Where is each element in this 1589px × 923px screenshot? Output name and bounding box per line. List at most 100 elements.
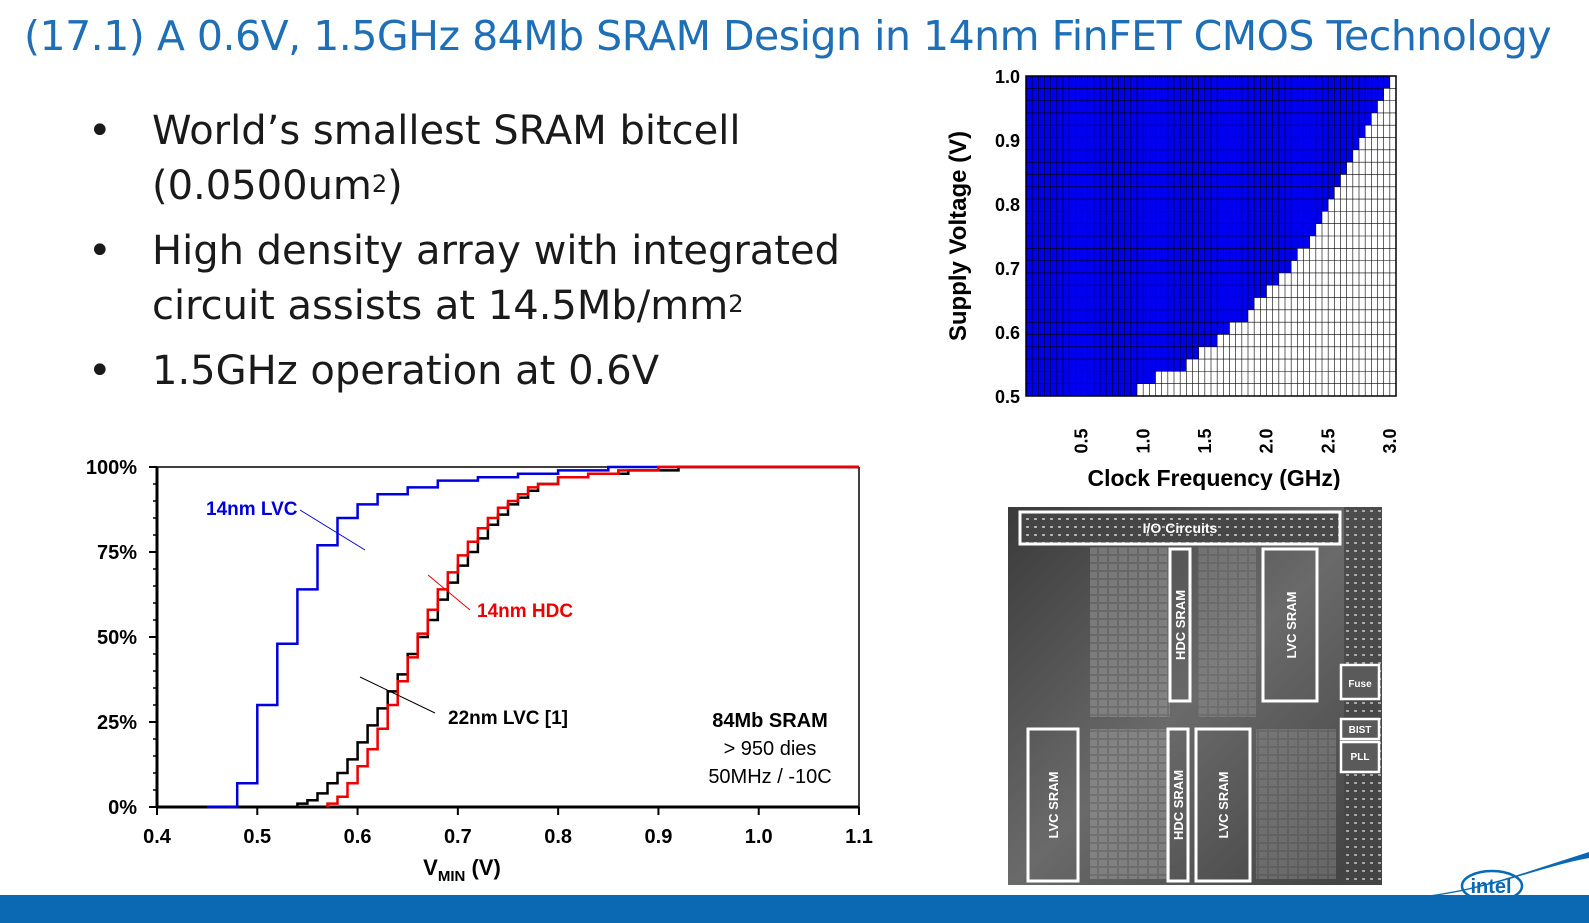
shmoo-cell [1272,371,1280,384]
shmoo-cell [1359,211,1366,224]
shmoo-cell [1198,112,1206,126]
shmoo-cell [1050,211,1058,224]
shmoo-cell [1118,162,1125,175]
shmoo-cell [1192,383,1199,397]
shmoo-cell [1211,112,1218,126]
shmoo-cell [1260,297,1267,311]
shmoo-cell [1143,297,1150,311]
shmoo-cell [1192,162,1199,175]
shmoo-cell [1032,260,1039,274]
shmoo-cell [1081,100,1088,114]
shmoo-cell [1383,285,1391,298]
shmoo-cell [1075,76,1082,89]
shmoo-cell [1161,383,1169,397]
shmoo-cell [1322,162,1329,175]
shmoo-cell [1383,322,1391,335]
shmoo-cell [1389,88,1397,101]
shmoo-cell [1229,149,1236,163]
shmoo-xtick-label: 3.0 [1380,428,1400,453]
shmoo-cell [1137,371,1144,384]
shmoo-cell [1198,211,1206,224]
shmoo-cell [1377,272,1384,286]
shmoo-cell [1371,334,1378,347]
shmoo-cell [1278,112,1286,126]
shmoo-cell [1334,137,1341,151]
shmoo-cell [1137,223,1144,237]
shmoo-cell [1075,236,1082,249]
shmoo-cell [1186,346,1193,360]
shmoo-cell [1377,137,1384,151]
shmoo-cell [1223,371,1230,384]
shmoo-cell [1093,272,1101,286]
shmoo-cell [1044,309,1051,323]
shmoo-cell [1285,112,1292,126]
shmoo-cell [1167,334,1175,347]
shmoo-cell [1278,371,1286,384]
shmoo-cell [1377,309,1384,323]
shmoo-cell [1186,211,1193,224]
shmoo-cell [1161,334,1169,347]
shmoo-cell [1143,162,1150,175]
shmoo-cell [1100,199,1107,212]
shmoo-cell [1315,223,1323,237]
shmoo-cell [1235,88,1243,101]
shmoo-cell [1217,199,1224,212]
shmoo-cell [1254,88,1261,101]
shmoo-cell [1322,223,1329,237]
shmoo-cell [1365,76,1372,89]
shmoo-cell [1322,199,1329,212]
shmoo-cell [1056,223,1064,237]
shmoo-cell [1217,383,1224,397]
shmoo-cell [1087,334,1095,347]
shmoo-cell [1149,334,1156,347]
shmoo-cell [1081,125,1088,138]
shmoo-cell [1346,112,1354,126]
shmoo-cell [1272,359,1280,372]
shmoo-cell [1248,162,1255,175]
shmoo-cell [1211,76,1218,89]
shmoo-cell [1254,211,1261,224]
shmoo-cell [1322,322,1329,335]
shmoo-cell [1223,260,1230,274]
shmoo-cell [1026,162,1033,175]
shmoo-cell [1192,346,1199,360]
shmoo-cell [1217,88,1224,101]
shmoo-cell [1211,100,1218,114]
shmoo-cell [1285,137,1292,151]
shmoo-cell [1198,272,1206,286]
shmoo-cell [1272,186,1280,200]
shmoo-cell [1124,211,1132,224]
shmoo-cell [1303,285,1310,298]
shmoo-cell [1056,125,1064,138]
shmoo-cell [1223,112,1230,126]
shmoo-cell [1137,137,1144,151]
shmoo-plot: 1.00.90.80.70.60.5 0.5 1.0 1.5 2.0 2.5 3.0 Su… [945,70,1400,490]
shmoo-cell [1167,112,1175,126]
shmoo-cell [1297,88,1304,101]
shmoo-cell [1198,346,1206,360]
shmoo-cell [1130,248,1138,261]
shmoo-cell [1056,285,1064,298]
shmoo-cell [1260,309,1267,323]
shmoo-cell [1328,359,1335,372]
shmoo-cell [1229,100,1236,114]
shmoo-cell [1297,297,1304,311]
shmoo-cell [1223,297,1230,311]
leader-22nm-lvc [359,676,436,714]
shmoo-cell [1198,174,1206,187]
shmoo-cell [1167,248,1175,261]
shmoo-cell [1069,322,1076,335]
shmoo-cell [1143,359,1150,372]
shmoo-cell [1204,346,1212,360]
shmoo-cell [1155,88,1162,101]
shmoo-cell [1112,334,1119,347]
shmoo-cell [1315,186,1323,200]
shmoo-cell [1297,260,1304,274]
lvc-sram-label-left: LVC SRAM [1046,772,1061,839]
shmoo-cell [1322,186,1329,200]
shmoo-cell [1322,112,1329,126]
shmoo-cell [1026,211,1033,224]
shmoo-cell [1167,174,1175,187]
shmoo-cell [1149,162,1156,175]
shmoo-cell [1075,309,1082,323]
